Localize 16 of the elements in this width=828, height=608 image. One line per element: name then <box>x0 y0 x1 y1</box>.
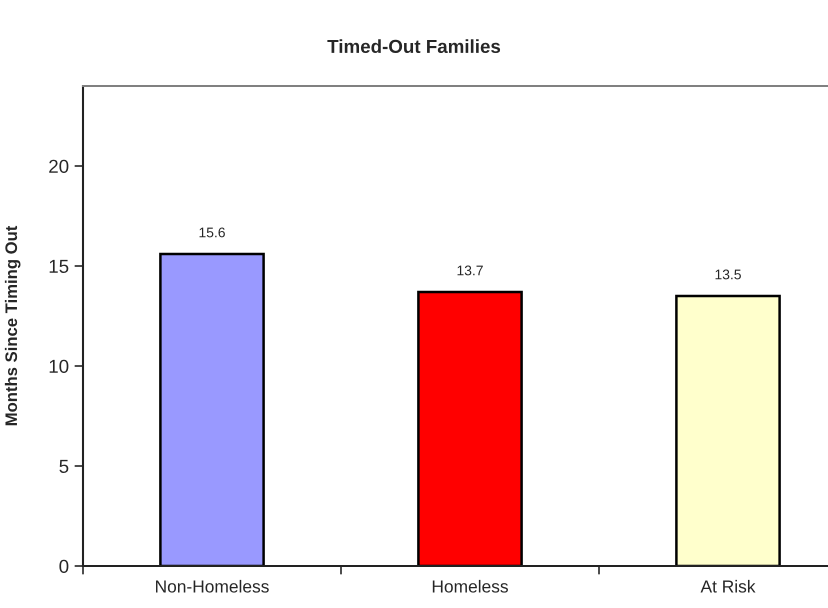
y-tick-label: 10 <box>50 360 68 373</box>
x-tick-label: Non-Homeless <box>156 580 269 593</box>
y-axis-title: Months Since Timing Out <box>4 226 20 426</box>
x-tick-label: Homeless <box>432 580 508 593</box>
x-tick-label: At Risk <box>700 580 756 593</box>
bar <box>159 252 265 566</box>
y-tick-label: 20 <box>49 160 68 173</box>
data-label: 13.7 <box>458 266 483 276</box>
y-tick-label: 0 <box>59 560 68 573</box>
bar <box>675 294 781 566</box>
data-label: 13.5 <box>716 270 741 280</box>
bar <box>417 290 523 566</box>
data-label: 15.6 <box>200 228 225 238</box>
chart-title: Timed-Out Families <box>327 39 500 54</box>
y-tick-label: 15 <box>50 260 68 273</box>
y-tick-label: 5 <box>59 460 68 473</box>
